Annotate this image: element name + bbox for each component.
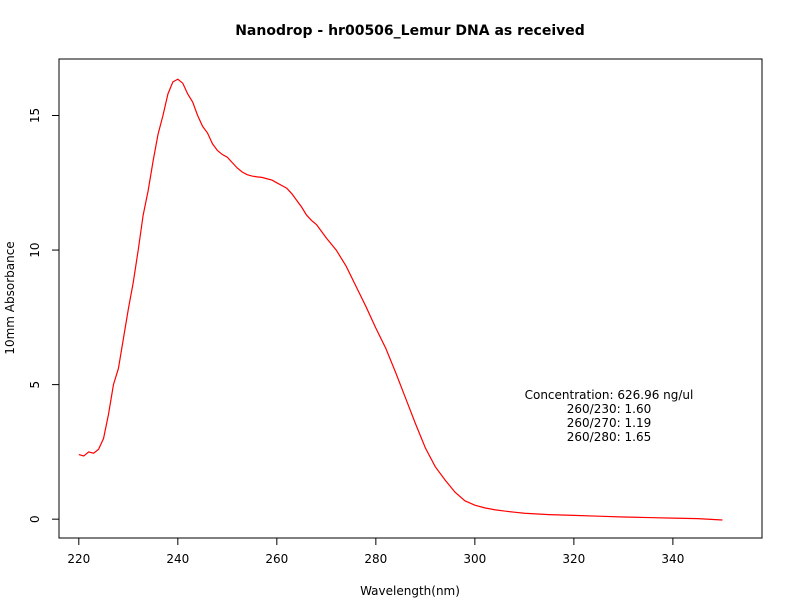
y-tick-label: 5 — [28, 381, 42, 389]
x-tick-label: 280 — [364, 552, 387, 566]
x-axis-label: Wavelength(nm) — [360, 584, 460, 598]
x-tick-label: 260 — [265, 552, 288, 566]
stats-annotation: Concentration: 626.96 ng/ul 260/230: 1.6… — [525, 388, 694, 444]
x-tick-label: 340 — [661, 552, 684, 566]
x-axis: 220 240 260 280 300 320 340 — [67, 538, 684, 566]
absorbance-series-line — [78, 78, 723, 521]
x-tick-label: 320 — [562, 552, 585, 566]
ratio-260-230-annotation: 260/230: 1.60 — [567, 402, 651, 416]
x-tick-label: 240 — [166, 552, 189, 566]
chart-title: Nanodrop - hr00506_Lemur DNA as received — [235, 23, 585, 39]
y-axis-label: 10mm Absorbance — [3, 241, 17, 354]
plot-frame — [58, 58, 763, 539]
y-tick-label: 15 — [28, 108, 42, 123]
y-tick-label: 0 — [28, 515, 42, 523]
x-tick-label: 220 — [67, 552, 90, 566]
y-axis: 0 5 10 15 — [28, 108, 59, 523]
ratio-260-280-annotation: 260/280: 1.65 — [567, 430, 651, 444]
x-tick-label: 300 — [463, 552, 486, 566]
concentration-annotation: Concentration: 626.96 ng/ul — [525, 388, 694, 402]
ratio-260-270-annotation: 260/270: 1.19 — [567, 416, 651, 430]
y-tick-label: 10 — [28, 242, 42, 257]
